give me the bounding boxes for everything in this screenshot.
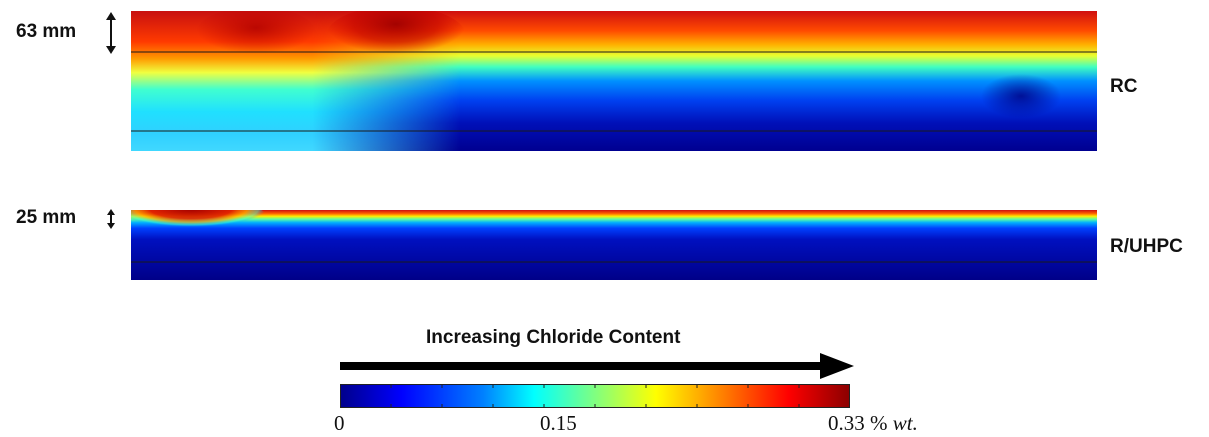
colorbar-tick-max-value: 0.33 — [828, 411, 865, 435]
double-arrow-icon — [106, 12, 116, 54]
double-arrow-icon — [107, 209, 115, 229]
colorbar — [340, 384, 850, 408]
rc-chloride-contour-map — [131, 11, 1097, 151]
increasing-chloride-label: Increasing Chloride Content — [426, 327, 681, 348]
ruhpc-chloride-contour-map — [131, 210, 1097, 280]
rc-panel-label: RC — [1110, 76, 1138, 97]
right-arrow-icon — [340, 353, 854, 379]
colorbar-tick-max: 0.33 % wt. — [828, 411, 918, 436]
ruhpc-dimension-label: 25 mm — [16, 207, 77, 228]
ruhpc-panel-label: R/UHPC — [1110, 236, 1183, 257]
colorbar-tick-mid: 0.15 — [540, 411, 577, 435]
colorbar-tick-max-unit: % — [870, 411, 888, 435]
rc-dimension-label: 63 mm — [16, 21, 77, 42]
colorbar-tick-min: 0 — [334, 411, 345, 435]
colorbar-tick-max-unit-italic: wt. — [892, 411, 918, 435]
